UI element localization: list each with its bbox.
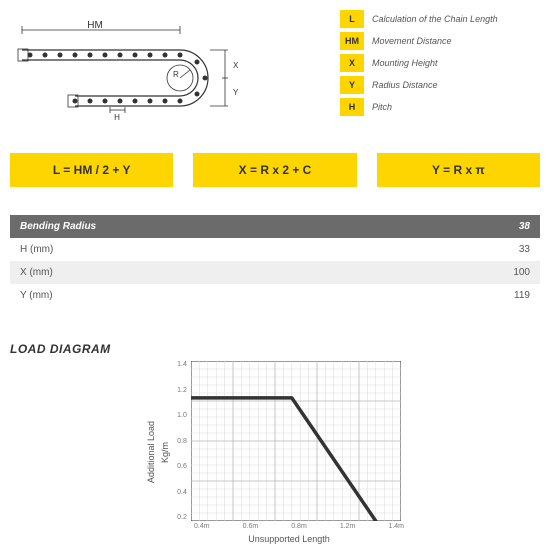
legend-row: X Mounting Height [340,54,540,72]
table-header-value: 38 [519,221,530,232]
row-label: X (mm) [20,267,53,278]
table-row: H (mm) 33 [10,238,540,261]
row-value: 119 [514,290,530,301]
y-axis-label-2: Kg/m [160,442,170,463]
label-y: Y [233,88,239,97]
legend-badge: L [340,10,364,28]
x-ticks: 0.4m0.6m0.8m1.2m1.4m [194,523,404,530]
label-r: R [173,70,179,79]
row-value: 33 [519,244,530,255]
legend-badge: H [340,98,364,116]
bending-radius-table: Bending Radius 38 H (mm) 33 X (mm) 100 Y… [10,215,540,307]
legend-row: H Pitch [340,98,540,116]
legend-text: Calculation of the Chain Length [372,14,498,24]
y-axis-label-1: Additional Load [146,421,156,483]
load-diagram-title: LOAD DIAGRAM [10,342,540,356]
legend-row: L Calculation of the Chain Length [340,10,540,28]
label-h: H [114,113,120,122]
table-row: X (mm) 100 [10,261,540,284]
table-row: Y (mm) 119 [10,284,540,307]
legend-text: Radius Distance [372,80,438,90]
row-label: Y (mm) [20,290,53,301]
formulas-row: L = HM / 2 + Y X = R x 2 + C Y = R x π [10,153,540,187]
legend-badge: HM [340,32,364,50]
row-value: 100 [513,267,530,278]
legend-text: Pitch [372,102,392,112]
table-header: Bending Radius 38 [10,215,540,238]
x-axis-label: Unsupported Length [248,534,330,544]
legend-text: Movement Distance [372,36,452,46]
top-section: HM R [10,10,540,135]
legend-row: Y Radius Distance [340,76,540,94]
formula-box: L = HM / 2 + Y [10,153,173,187]
legend: L Calculation of the Chain Length HM Mov… [340,10,540,120]
table-header-label: Bending Radius [20,221,96,232]
legend-row: HM Movement Distance [340,32,540,50]
load-chart: Additional Load Kg/m 1.41.21.00.80.60.40… [120,361,430,544]
y-ticks: 1.41.21.00.80.60.40.2 [177,361,187,521]
chain-diagram: HM R [10,10,320,135]
chart-canvas [191,361,401,521]
formula-box: X = R x 2 + C [193,153,356,187]
legend-badge: X [340,54,364,72]
formula-box: Y = R x π [377,153,540,187]
label-x: X [233,61,239,70]
row-label: H (mm) [20,244,53,255]
legend-text: Mounting Height [372,58,438,68]
legend-badge: Y [340,76,364,94]
label-hm: HM [87,20,103,31]
